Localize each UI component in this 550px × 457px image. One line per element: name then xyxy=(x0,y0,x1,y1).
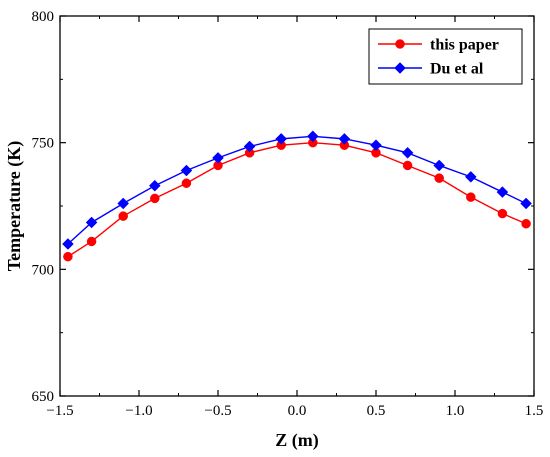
y-tick-label: 750 xyxy=(32,136,55,152)
legend-marker xyxy=(395,39,405,49)
data-point xyxy=(433,159,446,172)
x-tick-label: 0.5 xyxy=(367,403,386,419)
x-tick-label: 1.5 xyxy=(525,403,544,419)
data-point xyxy=(338,133,351,145)
data-point xyxy=(118,211,128,221)
x-tick-label: −0.5 xyxy=(204,403,231,419)
series-line xyxy=(67,141,527,258)
series-1 xyxy=(63,137,531,262)
data-point xyxy=(86,236,97,247)
data-point xyxy=(464,171,477,183)
data-point xyxy=(497,208,508,219)
data-point xyxy=(212,152,224,164)
y-tick-label: 650 xyxy=(32,389,55,405)
x-tick-label: 1.0 xyxy=(446,403,465,419)
series-2 xyxy=(62,130,532,250)
legend-label: Du et al xyxy=(430,61,484,78)
data-point xyxy=(275,133,288,145)
data-point xyxy=(181,178,192,188)
data-point xyxy=(85,216,98,229)
series-layer xyxy=(62,130,532,262)
y-tick-label: 700 xyxy=(32,262,55,278)
y-axis-title: Temperature (K) xyxy=(4,141,25,271)
data-point xyxy=(521,218,531,229)
y-tick-label: 800 xyxy=(32,9,55,25)
data-point xyxy=(370,139,382,152)
data-point xyxy=(150,193,160,204)
x-axis-title: Z (m) xyxy=(275,430,319,451)
data-point xyxy=(148,179,161,192)
data-point xyxy=(434,173,444,183)
x-tick-label: 0.0 xyxy=(288,403,307,419)
data-point xyxy=(180,164,193,177)
series-line xyxy=(67,135,527,245)
data-point xyxy=(520,197,532,210)
data-point xyxy=(306,130,319,143)
data-point xyxy=(117,197,130,210)
data-point xyxy=(243,140,256,153)
legend-box xyxy=(368,28,523,85)
legend: this paper Du et al xyxy=(368,28,523,85)
data-point xyxy=(402,160,413,171)
data-point xyxy=(466,192,476,202)
data-point xyxy=(62,238,74,250)
axes: −1.5 −1.0 −0.5 0.0 0.5 1.0 1.5 650 700 750 800 xyxy=(32,9,544,419)
legend-marker xyxy=(394,62,406,74)
legend-label: this paper xyxy=(430,37,499,54)
data-point xyxy=(496,186,509,198)
data-point xyxy=(63,251,73,262)
data-point xyxy=(401,146,414,159)
x-tick-label: −1.5 xyxy=(46,403,73,419)
x-tick-label: −1.0 xyxy=(125,403,152,419)
